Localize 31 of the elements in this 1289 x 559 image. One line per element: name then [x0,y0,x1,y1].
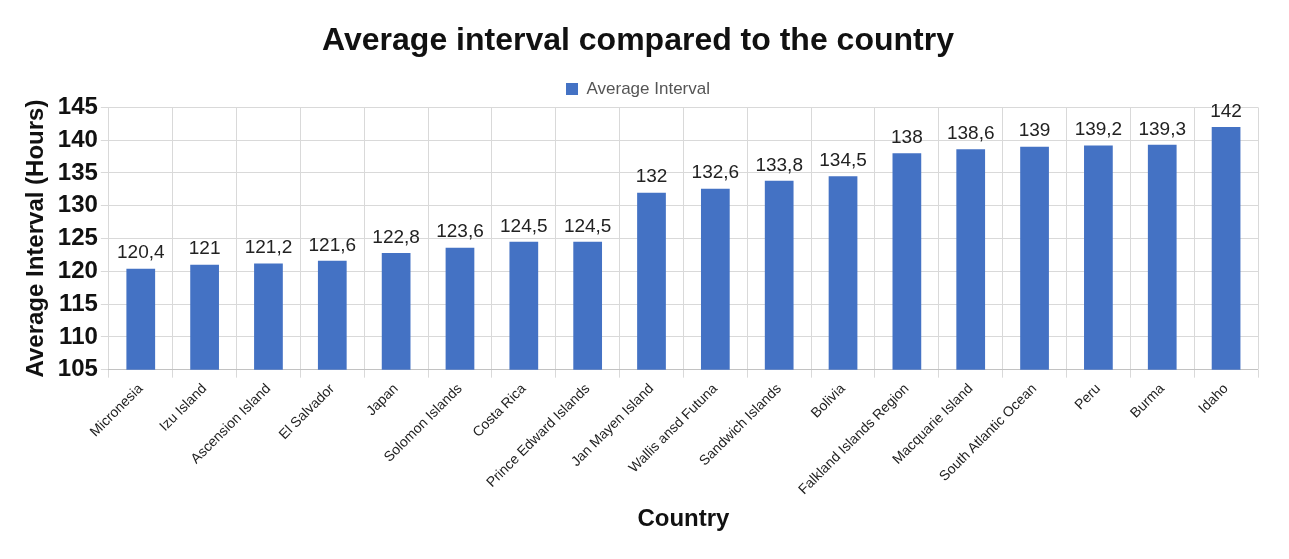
data-label: 139,2 [1074,118,1123,140]
data-label: 134,5 [819,148,867,170]
data-label: 124,5 [563,214,612,236]
data-label: 132,6 [691,161,740,183]
chart-title: Average interval compared to the country [322,21,955,58]
y-tick-label: 135 [57,157,98,185]
data-label: 121,6 [308,233,357,255]
y-tick-label: 120 [57,255,98,283]
data-label: 138 [891,126,923,148]
y-tick-label: 125 [57,223,98,251]
data-label: 138,6 [946,122,995,144]
data-label: 132 [635,165,668,187]
data-label: 122,8 [372,225,420,247]
data-label: 139,3 [1138,117,1187,139]
data-label: 133,8 [755,153,803,175]
data-label: 121,2 [244,236,293,258]
y-tick-label: 110 [59,321,98,349]
data-label: 123,6 [436,220,484,242]
data-label: 142 [1210,99,1242,121]
y-tick-label: 130 [57,190,98,218]
y-tick-label: 145 [57,92,98,120]
y-tick-label: 105 [57,354,98,382]
y-tick-label: 140 [57,124,98,152]
y-tick-label: 115 [59,288,98,316]
data-label: 121 [188,237,221,259]
y-axis-title: Average Interval (Hours) [21,99,49,378]
data-label: 120,4 [116,241,165,263]
legend-label: Average Interval [586,78,710,98]
data-label: 124,5 [500,214,548,236]
x-axis-title: Country [637,504,731,532]
data-label: 139 [1018,119,1051,141]
